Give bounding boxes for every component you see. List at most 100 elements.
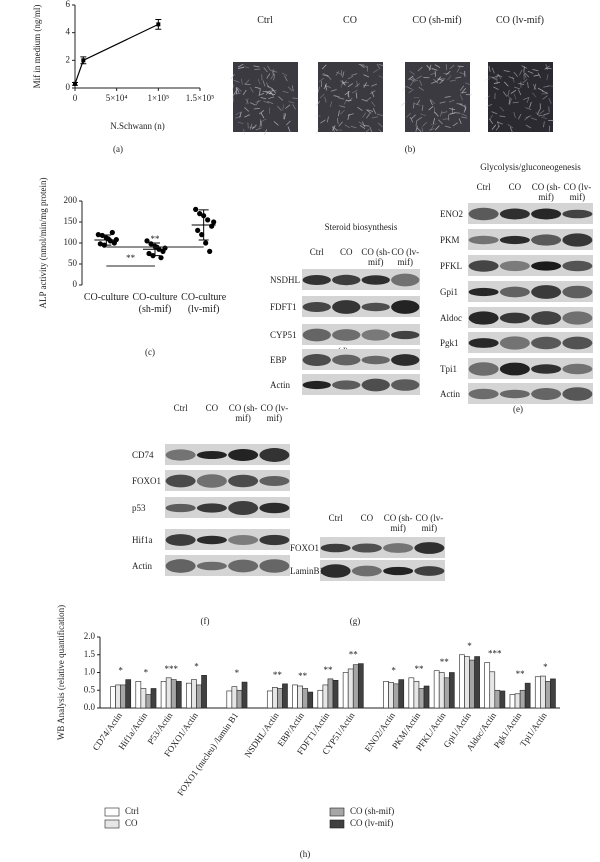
texture — [254, 86, 261, 89]
texture — [448, 99, 455, 103]
texture — [247, 122, 249, 129]
texture — [244, 83, 251, 86]
bar — [393, 683, 400, 709]
texture — [363, 74, 370, 78]
texture — [282, 90, 289, 94]
bar — [120, 684, 126, 709]
legend-label: CO — [125, 818, 138, 828]
texture — [315, 128, 319, 135]
bar — [545, 681, 551, 709]
blot-strip — [165, 444, 290, 465]
bar — [145, 694, 152, 709]
texture — [292, 104, 296, 110]
texture — [525, 124, 532, 129]
texture — [491, 67, 495, 74]
lane-label: CO (lv-mif) — [415, 513, 444, 533]
significance: ** — [273, 670, 283, 680]
texture — [408, 75, 414, 80]
texture — [347, 91, 350, 98]
micrograph — [233, 62, 298, 132]
lane-label: Ctrl — [173, 403, 188, 413]
bar — [474, 656, 480, 709]
texture — [544, 65, 550, 70]
point — [162, 245, 168, 251]
bar — [125, 679, 132, 709]
texture — [263, 100, 270, 104]
blot-band — [383, 543, 414, 553]
texture — [362, 112, 367, 118]
texture — [518, 89, 522, 96]
blot-band — [302, 328, 331, 342]
texture — [489, 118, 494, 125]
blot-strip — [468, 229, 593, 250]
texture — [415, 125, 418, 132]
texture — [537, 87, 544, 92]
texture — [418, 86, 424, 91]
texture — [340, 81, 344, 88]
row-label: Aldoc — [440, 313, 462, 323]
texture — [400, 101, 406, 107]
texture — [237, 121, 244, 125]
x-tick-label: 0 — [73, 93, 78, 103]
blot-band — [468, 338, 499, 348]
significance: ** — [298, 671, 308, 681]
blot-band — [468, 287, 499, 297]
blot-band — [196, 561, 227, 571]
texture — [283, 113, 285, 120]
texture — [518, 82, 525, 85]
blot-band — [302, 380, 331, 390]
texture — [542, 95, 548, 100]
bar — [140, 688, 147, 709]
texture — [484, 95, 490, 100]
texture — [499, 115, 506, 118]
texture — [414, 103, 421, 106]
blot-title: Glycolysis/gluconeogenesis — [480, 162, 581, 172]
texture — [542, 90, 548, 94]
image-label: CO (sh-mif) — [412, 15, 462, 26]
texture — [242, 89, 247, 96]
row-label: CD74 — [132, 450, 154, 460]
y-tick-label: 50 — [68, 258, 78, 268]
row-label: Tpi1 — [440, 364, 457, 374]
lane-label: CO — [205, 403, 219, 413]
texture — [341, 80, 346, 86]
blot-band — [383, 566, 414, 576]
annotation: ** — [126, 253, 136, 263]
bar — [272, 687, 278, 709]
legend-label: CO (sh-mif) — [350, 806, 394, 816]
texture — [347, 83, 354, 88]
texture — [543, 85, 550, 88]
texture — [277, 105, 282, 111]
blot-band — [468, 235, 499, 245]
blot-band — [332, 274, 361, 286]
blot-band — [414, 566, 445, 576]
annotation: ** — [151, 234, 161, 244]
point — [211, 219, 217, 225]
bar — [408, 677, 415, 709]
lane-label: Ctrl — [309, 247, 324, 257]
row-label: LaminB1 — [290, 566, 324, 576]
lane-label: Ctrl — [328, 513, 343, 523]
texture — [436, 76, 442, 82]
bar — [519, 689, 526, 709]
row-label: EBP — [270, 355, 287, 365]
blot-band — [531, 311, 562, 325]
row-label: PKM — [440, 235, 460, 245]
blot-band — [332, 380, 361, 390]
texture — [282, 104, 284, 111]
bar — [266, 690, 273, 709]
texture — [324, 96, 327, 103]
blot-band — [391, 379, 420, 391]
texture — [458, 118, 462, 125]
point — [158, 255, 164, 261]
bar — [297, 685, 303, 709]
texture — [372, 69, 379, 73]
texture — [409, 116, 414, 123]
significance: ** — [516, 669, 526, 679]
bar — [489, 671, 496, 709]
texture — [336, 117, 339, 124]
bar — [342, 672, 349, 709]
texture — [531, 92, 537, 98]
x-tick-label: 1.5×10⁵ — [186, 93, 214, 103]
